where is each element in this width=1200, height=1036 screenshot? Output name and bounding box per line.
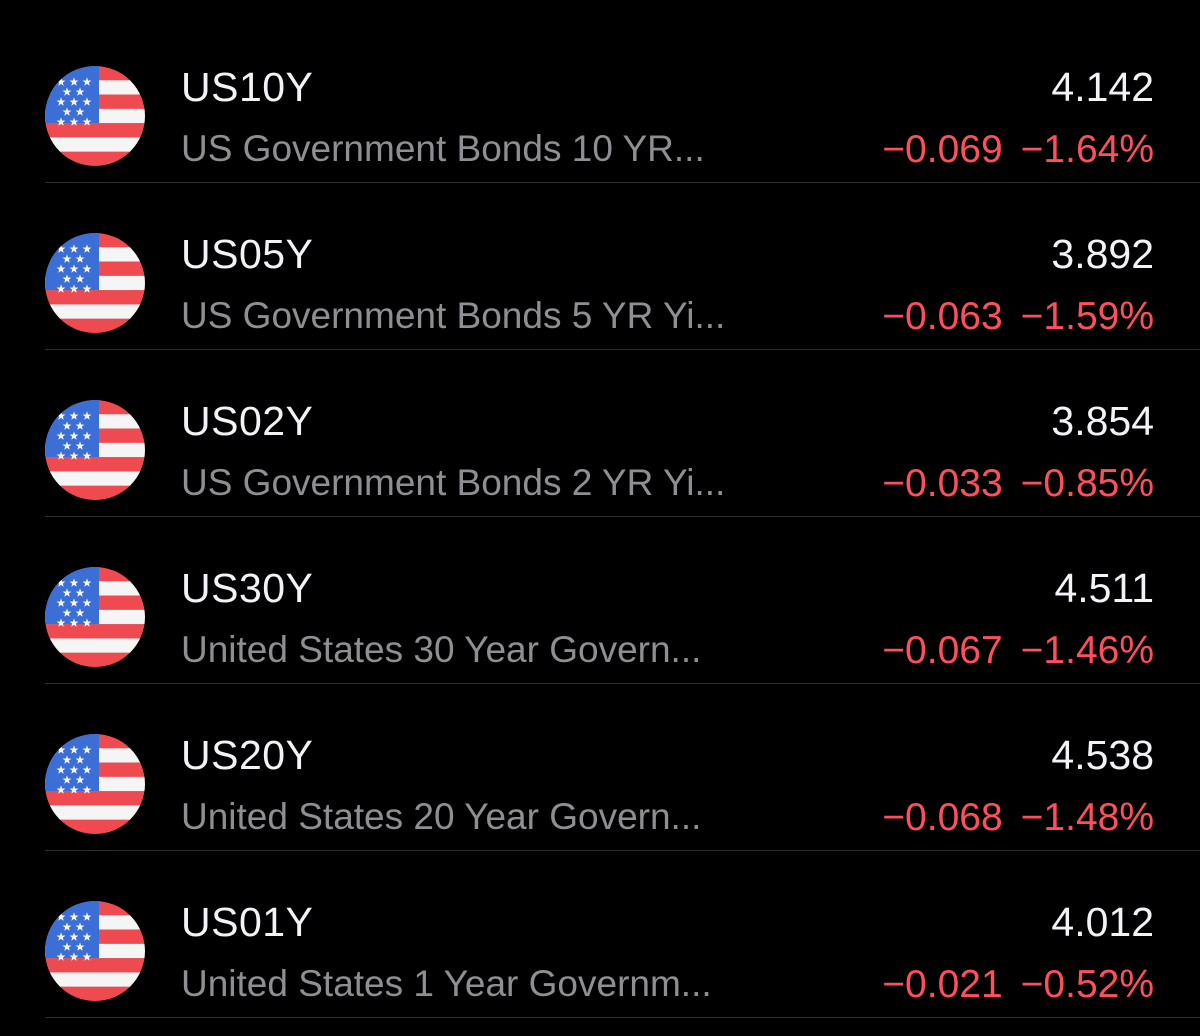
list-item[interactable]: US02Y US Government Bonds 2 YR Yi... 3.8…	[0, 350, 1200, 517]
row-divider	[45, 850, 1200, 851]
change-values: −0.067 −1.46%	[882, 629, 1154, 673]
us-flag-icon	[45, 901, 145, 1001]
change-percent: −1.48%	[1020, 796, 1154, 839]
change-values: −0.069 −1.64%	[882, 128, 1154, 172]
instrument-name: US Government Bonds 5 YR Yi...	[181, 295, 726, 336]
us-flag-icon	[45, 734, 145, 834]
instrument-name: US Government Bonds 10 YR...	[181, 128, 705, 169]
list-item[interactable]: US05Y US Government Bonds 5 YR Yi... 3.8…	[0, 183, 1200, 350]
row-divider	[45, 516, 1200, 517]
price-value: 4.538	[1051, 732, 1154, 778]
price-value: 3.892	[1051, 231, 1154, 277]
row-divider	[45, 349, 1200, 350]
instrument-name: United States 30 Year Govern...	[181, 629, 702, 670]
row-divider	[45, 1017, 1200, 1018]
list-item[interactable]: US10Y US Government Bonds 10 YR... 4.142…	[0, 16, 1200, 183]
change-percent: −1.59%	[1020, 295, 1154, 338]
list-item[interactable]: US20Y United States 20 Year Govern... 4.…	[0, 684, 1200, 851]
change-percent: −1.46%	[1020, 629, 1154, 672]
us-flag-icon	[45, 66, 145, 166]
change-percent: −1.64%	[1020, 128, 1154, 171]
change-values: −0.068 −1.48%	[882, 796, 1154, 840]
change-value: −0.033	[882, 462, 1003, 505]
change-value: −0.069	[882, 128, 1003, 171]
symbol-label: US02Y	[181, 398, 314, 444]
instrument-name: United States 20 Year Govern...	[181, 796, 702, 837]
instrument-name: United States 1 Year Governm...	[181, 963, 712, 1004]
change-value: −0.021	[882, 963, 1003, 1006]
change-values: −0.021 −0.52%	[882, 963, 1154, 1007]
price-value: 3.854	[1051, 398, 1154, 444]
symbol-label: US10Y	[181, 64, 314, 110]
symbol-label: US01Y	[181, 899, 314, 945]
change-percent: −0.85%	[1020, 462, 1154, 505]
us-flag-icon	[45, 567, 145, 667]
list-item[interactable]: US30Y United States 30 Year Govern... 4.…	[0, 517, 1200, 684]
price-value: 4.012	[1051, 899, 1154, 945]
change-values: −0.063 −1.59%	[882, 295, 1154, 339]
symbol-label: US30Y	[181, 565, 314, 611]
price-value: 4.142	[1051, 64, 1154, 110]
change-value: −0.067	[882, 629, 1003, 672]
change-percent: −0.52%	[1020, 963, 1154, 1006]
row-divider	[45, 683, 1200, 684]
row-divider	[45, 182, 1200, 183]
symbol-label: US20Y	[181, 732, 314, 778]
us-flag-icon	[45, 400, 145, 500]
instrument-name: US Government Bonds 2 YR Yi...	[181, 462, 726, 503]
change-value: −0.068	[882, 796, 1003, 839]
change-value: −0.063	[882, 295, 1003, 338]
change-values: −0.033 −0.85%	[882, 462, 1154, 506]
symbol-label: US05Y	[181, 231, 314, 277]
list-item[interactable]: US01Y United States 1 Year Governm... 4.…	[0, 851, 1200, 1018]
price-value: 4.511	[1054, 565, 1154, 611]
us-flag-icon	[45, 233, 145, 333]
